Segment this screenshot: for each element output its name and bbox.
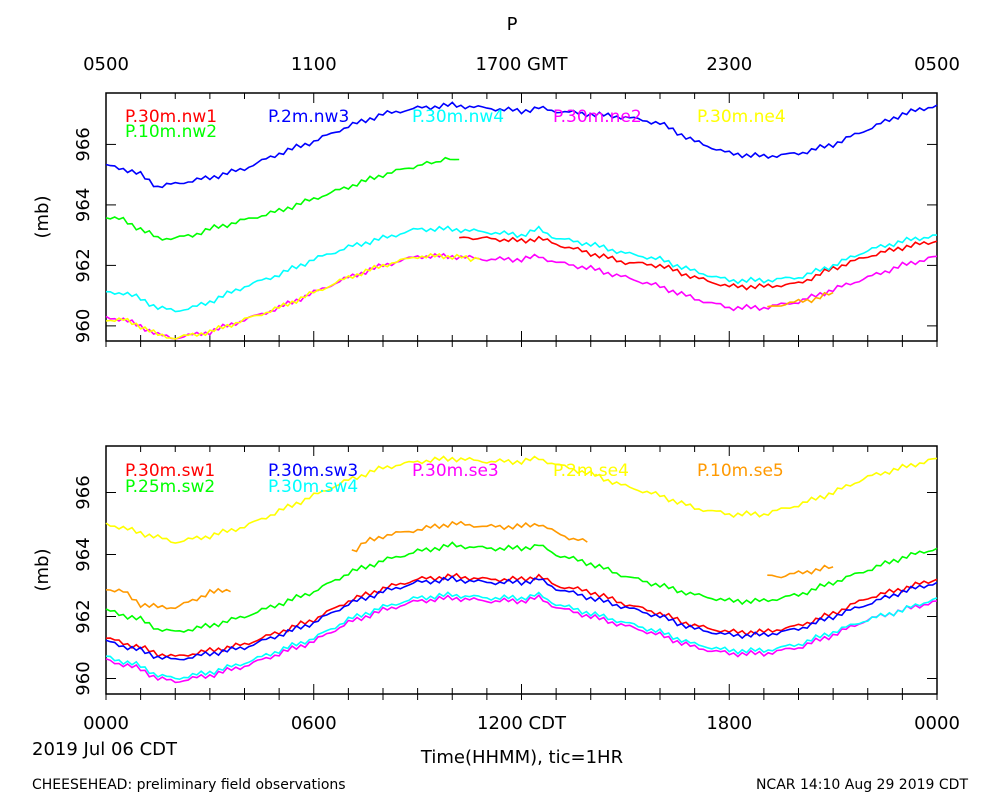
y-tick-label: 960 — [73, 661, 94, 695]
legend-entry: P.30m.sw1 — [125, 461, 215, 481]
y-tick-label: 966 — [73, 127, 94, 161]
series-line-P-30m-se3 — [105, 594, 938, 684]
legend-entry: P.30m.sw4 — [268, 477, 358, 497]
legend-entry: P.2m.se4 — [553, 461, 629, 481]
panel-north-frame — [105, 92, 938, 342]
top-tick-label: 0500 — [914, 54, 960, 75]
series-line-P-10m-se5 — [105, 587, 231, 610]
series-line-P-30m-sw3 — [105, 575, 938, 661]
y-tick-label: 962 — [73, 248, 94, 282]
y-tick-label: 964 — [73, 537, 94, 571]
series-line-P-30m-ne4-b — [767, 291, 834, 308]
bottom-tick-label: 1200 CDT — [477, 713, 567, 734]
bottom-axis-tick-labels: 0000 0600 1200 CDT 1800 0000 — [83, 713, 960, 734]
legend-entry: P.10m.se5 — [697, 461, 784, 481]
chart-title: P — [507, 14, 518, 35]
panel-north-ylabel: (mb) — [32, 195, 53, 238]
panel-north-legend: P.30m.nw1 P.2m.nw3 P.30m.nw4 P.30m.ne2 P.30m… — [125, 107, 786, 142]
footer-right: NCAR 14:10 Aug 29 2019 CDT — [756, 777, 968, 793]
series-line-P-30m-nw1 — [459, 235, 938, 291]
panel-south-legend: P.30m.sw1 P.30m.sw3 P.30m.se3 P.2m.se4 P.10m… — [125, 461, 784, 497]
panel-north-ticks — [105, 93, 938, 347]
panel-north-ytick-labels: 960 962 964 966 — [73, 127, 94, 343]
legend-entry: P.30m.se3 — [412, 461, 499, 481]
series-line-P-2m-se4 — [105, 455, 938, 544]
series-line-P-10m-nw2 — [105, 156, 460, 241]
legend-entry: P.30m.nw4 — [412, 107, 504, 127]
series-line-P-10m-se5-b — [351, 520, 588, 553]
date-label: 2019 Jul 06 CDT — [32, 739, 178, 760]
legend-entry: P.2m.nw3 — [268, 107, 349, 127]
x-axis-label: Time(HHMM), tic=1HR — [420, 747, 623, 768]
panel-north-series — [105, 101, 938, 340]
legend-entry: P.10m.nw2 — [125, 122, 217, 142]
top-tick-label: 2300 — [706, 54, 752, 75]
series-line-P-30m-sw4 — [105, 591, 938, 681]
y-tick-label: 964 — [73, 188, 94, 222]
y-tick-label: 966 — [73, 475, 94, 509]
top-tick-label: 1100 — [291, 54, 337, 75]
panel-south-ytick-labels: 960 962 964 966 — [73, 475, 94, 695]
legend-entry: P.30m.ne4 — [697, 107, 786, 127]
series-line-P-25m-sw2 — [105, 541, 938, 633]
footer-left: CHEESEHEAD: preliminary field observatio… — [32, 777, 346, 793]
series-line-P-30m-ne4 — [105, 252, 481, 340]
top-tick-label: 1700 GMT — [475, 54, 568, 75]
panel-south-series — [105, 455, 938, 684]
panel-south-ylabel: (mb) — [32, 548, 53, 591]
y-tick-label: 962 — [73, 599, 94, 633]
bottom-tick-label: 0000 — [914, 713, 960, 734]
series-line-P-2m-nw3 — [105, 101, 938, 189]
bottom-tick-label: 0600 — [291, 713, 337, 734]
bottom-tick-label: 0000 — [83, 713, 129, 734]
bottom-tick-label: 1800 — [706, 713, 752, 734]
series-line-P-30m-sw1 — [105, 572, 938, 658]
legend-entry: P.30m.sw3 — [268, 461, 358, 481]
panel-south-frame — [105, 445, 938, 695]
legend-entry: P.30m.ne2 — [553, 107, 642, 127]
series-line-P-10m-se5-c — [767, 564, 834, 579]
series-line-P-30m-nw4 — [105, 225, 937, 313]
series-line-P-30m-ne2 — [105, 252, 938, 340]
top-axis-tick-labels: 0500 1100 1700 GMT 2300 0500 — [83, 54, 960, 75]
legend-entry: P.25m.sw2 — [125, 477, 215, 497]
panel-south-ticks — [105, 446, 938, 700]
legend-entry: P.30m.nw1 — [125, 107, 217, 127]
y-tick-label: 960 — [73, 309, 94, 343]
top-tick-label: 0500 — [83, 54, 129, 75]
